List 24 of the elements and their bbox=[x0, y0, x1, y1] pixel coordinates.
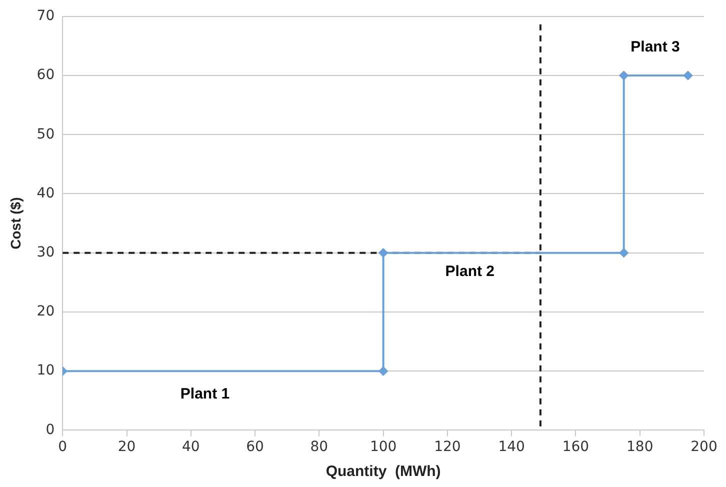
x-tick-label: 100 bbox=[370, 439, 397, 456]
x-tick-label: 140 bbox=[498, 439, 525, 456]
x-tick-label: 0 bbox=[58, 439, 68, 456]
x-axis-title: Quantity (MWh) bbox=[326, 463, 441, 480]
x-tick-label: 60 bbox=[246, 439, 264, 456]
x-tick-label: 200 bbox=[690, 439, 718, 456]
annotation: Plant 1 bbox=[180, 385, 230, 402]
y-tick-label: 60 bbox=[36, 67, 55, 84]
x-tick-label: 160 bbox=[562, 439, 590, 456]
annotation: Plant 2 bbox=[445, 262, 494, 280]
y-tick-label: 40 bbox=[36, 185, 55, 202]
y-tick-label: 50 bbox=[36, 126, 55, 142]
y-tick-label: 30 bbox=[36, 244, 55, 260]
y-axis-title: Cost ($) bbox=[7, 197, 24, 250]
x-tick-label: 180 bbox=[626, 439, 654, 456]
x-tick-label: 120 bbox=[434, 439, 461, 456]
y-tick-label: 20 bbox=[36, 304, 55, 320]
y-tick-label: 10 bbox=[36, 362, 55, 379]
x-tick-label: 20 bbox=[118, 439, 136, 456]
y-tick-label: 70 bbox=[36, 8, 55, 24]
x-tick-label: 80 bbox=[310, 439, 328, 456]
x-tick-label: 40 bbox=[182, 439, 200, 456]
annotation: Plant 3 bbox=[630, 38, 680, 56]
y-tick-label: 0 bbox=[46, 422, 55, 438]
